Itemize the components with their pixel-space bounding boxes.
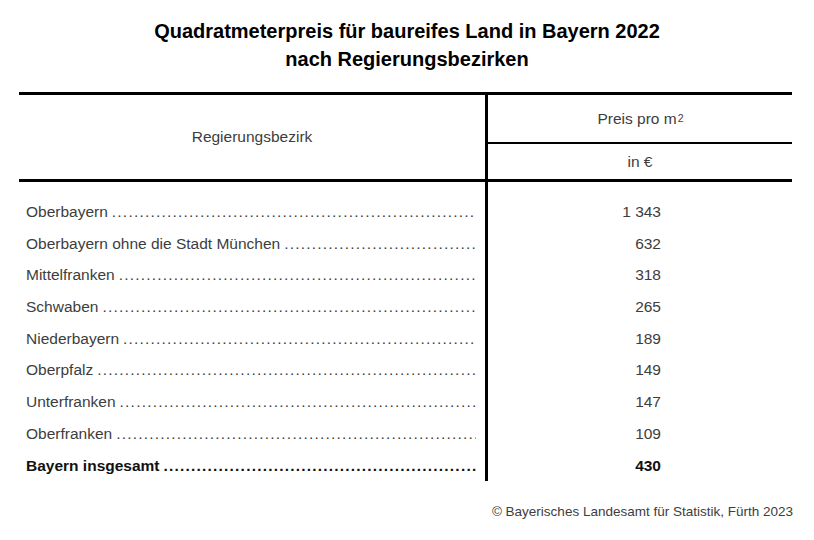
table-row: Oberbayern..............................… [19,196,792,228]
row-label: Bayern insgesamt [26,450,160,482]
row-value: 632 [486,228,792,260]
row-value: 430 [486,450,792,482]
row-label: Niederbayern [26,323,119,355]
dot-leader: ........................................… [116,418,476,450]
column-header-regierungsbezirk: Regierungsbezirk [19,95,485,179]
column-header-preis-superscript: 2 [678,112,684,124]
row-value: 109 [486,418,792,450]
table-row-total: Bayern insgesamt........................… [19,450,792,482]
row-value: 147 [486,386,792,418]
column-subheader-euro: in € [488,144,792,179]
dot-leader: ........................................… [284,228,476,260]
page-title-line1: Quadratmeterpreis für baureifes Land in … [0,17,814,45]
table-row: Mittelfranken...........................… [19,259,792,291]
dot-leader: ........................................… [119,259,476,291]
table-row: Niederbayern............................… [19,323,792,355]
statistics-table-page: Quadratmeterpreis für baureifes Land in … [0,0,814,540]
table-row: Unterfranken............................… [19,386,792,418]
row-label: Oberpfalz [26,354,93,386]
row-label: Mittelfranken [26,259,115,291]
table-body: Oberbayern..............................… [19,182,792,481]
row-label: Schwaben [26,291,98,323]
row-value: 1 343 [486,196,792,228]
dot-leader: ........................................… [164,450,476,482]
dot-leader: ........................................… [97,354,476,386]
row-value: 318 [486,259,792,291]
copyright-notice: © Bayerisches Landesamt für Statistik, F… [0,504,793,519]
row-value: 189 [486,323,792,355]
dot-leader: ........................................… [123,323,476,355]
table-row: Oberfranken.............................… [19,418,792,450]
table-row: Oberbayern ohne die Stadt München.......… [19,228,792,260]
dot-leader: ........................................… [112,196,476,228]
row-label: Oberfranken [26,418,112,450]
table-row: Oberpfalz...............................… [19,354,792,386]
row-label: Unterfranken [26,386,116,418]
page-title-line2: nach Regierungsbezirken [0,45,814,73]
row-label: Oberbayern [26,196,108,228]
column-header-preis: Preis pro m2 [488,95,792,142]
row-label: Oberbayern ohne die Stadt München [26,228,280,260]
row-value: 149 [486,354,792,386]
dot-leader: ........................................… [120,386,476,418]
column-header-preis-text: Preis pro m [597,110,676,128]
dot-leader: ........................................… [102,291,476,323]
page-title: Quadratmeterpreis für baureifes Land in … [0,17,814,73]
row-value: 265 [486,291,792,323]
table-row: Schwaben................................… [19,291,792,323]
